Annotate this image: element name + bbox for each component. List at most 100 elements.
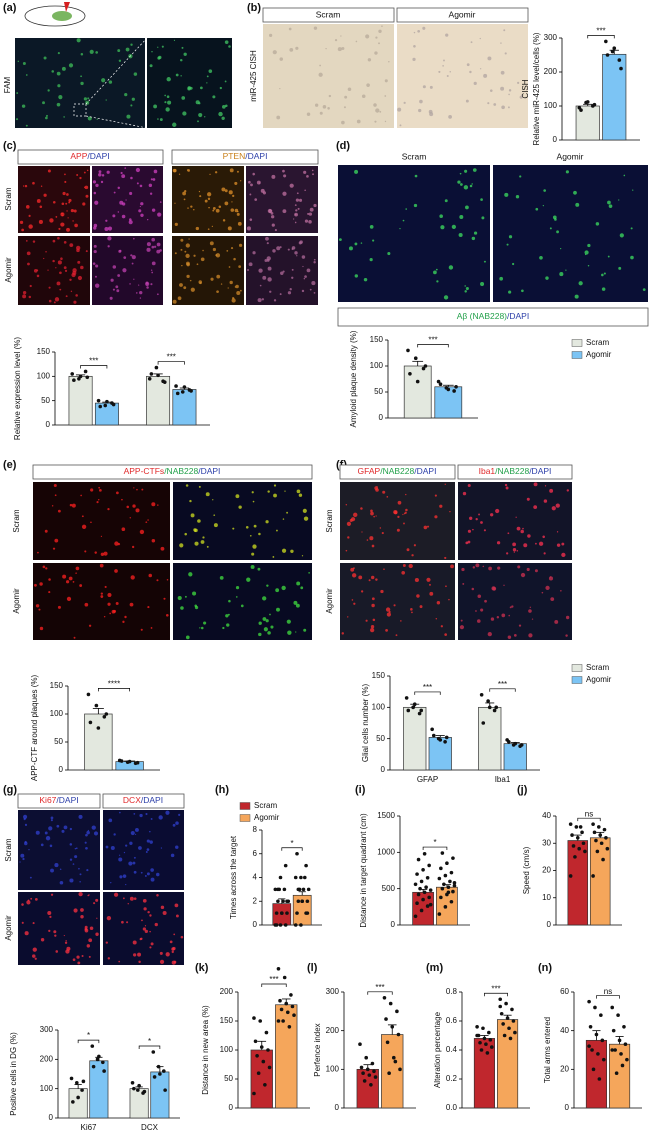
data-point xyxy=(596,1052,600,1056)
micrograph-signal xyxy=(361,531,363,533)
y-tick-label: 0.8 xyxy=(446,987,458,996)
data-point xyxy=(151,1050,156,1054)
micrograph-signal xyxy=(98,173,102,177)
micrograph-signal xyxy=(556,543,561,547)
micrograph-signal xyxy=(57,260,62,265)
micrograph-signal xyxy=(549,227,552,230)
micrograph-signal xyxy=(282,191,287,196)
micrograph-signal xyxy=(379,527,382,529)
panel-label: (m) xyxy=(426,962,443,974)
micrograph-signal xyxy=(138,960,141,964)
micrograph-signal xyxy=(187,207,189,209)
y-tick-label: 0 xyxy=(391,920,396,929)
micrograph-signal xyxy=(81,515,84,518)
micrograph-signal xyxy=(185,253,190,259)
micrograph-signal xyxy=(29,876,32,879)
data-point xyxy=(85,375,90,380)
micrograph-signal xyxy=(193,254,196,257)
micrograph-signal xyxy=(138,284,140,286)
micrograph-signal xyxy=(17,60,20,63)
micrograph-signal xyxy=(99,488,102,492)
micrograph-signal xyxy=(21,903,24,906)
data-point xyxy=(617,58,622,62)
y-tick-label: 500 xyxy=(382,884,396,893)
micrograph-signal xyxy=(465,205,469,210)
micrograph-signal xyxy=(308,212,313,216)
micrograph-signal xyxy=(515,195,520,199)
header: Scram xyxy=(402,151,427,161)
micrograph-signal xyxy=(57,605,61,609)
data-point xyxy=(281,1019,285,1023)
micrograph-signal xyxy=(224,189,228,193)
micrograph xyxy=(338,165,490,302)
bar xyxy=(428,737,452,771)
micrograph-signal xyxy=(450,564,454,569)
micrograph-signal xyxy=(32,922,35,925)
micrograph-signal xyxy=(69,843,73,846)
micrograph-signal xyxy=(257,298,262,303)
micrograph-signal xyxy=(151,502,156,507)
data-point xyxy=(263,1083,267,1087)
caption-box xyxy=(337,307,649,327)
header-part: /NAB228 xyxy=(380,466,414,476)
micrograph-signal xyxy=(221,187,226,192)
micrograph-signal xyxy=(129,896,134,901)
micrograph-signal xyxy=(248,180,251,184)
micrograph-signal xyxy=(403,101,406,104)
micrograph-signal xyxy=(89,49,94,54)
micrograph-signal xyxy=(251,552,255,556)
micrographs xyxy=(15,24,648,965)
data-point xyxy=(571,844,576,848)
micrograph-signal xyxy=(402,219,405,222)
panel-label: (n) xyxy=(538,962,552,974)
micrograph-signal xyxy=(298,493,303,497)
micrograph-signal xyxy=(472,528,474,531)
micrograph-signal xyxy=(461,567,465,572)
significance-bracket xyxy=(367,991,393,995)
micrograph-signal xyxy=(25,124,28,127)
micrograph-signal xyxy=(248,262,253,267)
y-tick-label: 200 xyxy=(220,987,234,996)
data-point xyxy=(593,1005,597,1010)
data-point xyxy=(416,857,421,862)
micrograph-signal xyxy=(200,257,205,262)
micrograph-signal xyxy=(507,532,510,535)
micrograph-signal xyxy=(81,524,87,529)
micrograph-signal xyxy=(565,269,567,271)
micrograph-signal xyxy=(361,94,366,99)
y-tick-label: 10 xyxy=(542,893,551,902)
micrograph-signal xyxy=(25,74,28,76)
micrograph-signal xyxy=(356,119,361,124)
micrograph-signal xyxy=(67,217,69,219)
micrograph-signal xyxy=(271,223,275,227)
micrograph-signal xyxy=(462,491,467,496)
data-point xyxy=(119,759,124,763)
data-point xyxy=(276,967,281,971)
micrograph-signal xyxy=(70,290,73,293)
micrograph-signal xyxy=(103,615,106,618)
micrograph-signal xyxy=(150,178,153,181)
micrograph-signal xyxy=(548,576,554,581)
micrograph-signal xyxy=(60,222,65,227)
micrograph-signal xyxy=(129,841,133,846)
data-point xyxy=(267,1065,272,1070)
micrograph-signal xyxy=(95,183,99,188)
micrograph-signal xyxy=(58,227,61,231)
micrograph-signal xyxy=(198,485,201,488)
data-point xyxy=(285,1010,290,1015)
micrograph-signal xyxy=(96,501,99,504)
micrograph-signal xyxy=(140,213,144,217)
micrograph-signal xyxy=(212,247,216,252)
micrograph-signal xyxy=(269,613,271,616)
panel-label: (j) xyxy=(517,784,528,796)
micrograph-signal xyxy=(295,603,300,608)
micrograph-signal xyxy=(328,94,332,98)
micrograph-signal xyxy=(75,566,80,571)
significance-bracket xyxy=(77,1039,100,1044)
micrograph-signal xyxy=(254,198,258,201)
micrograph-signal xyxy=(50,868,54,873)
micrograph-signal xyxy=(75,847,78,850)
micrograph-signal xyxy=(141,488,144,491)
y-axis-label: Glial cells number (%) xyxy=(361,684,370,763)
data-point xyxy=(306,887,311,892)
